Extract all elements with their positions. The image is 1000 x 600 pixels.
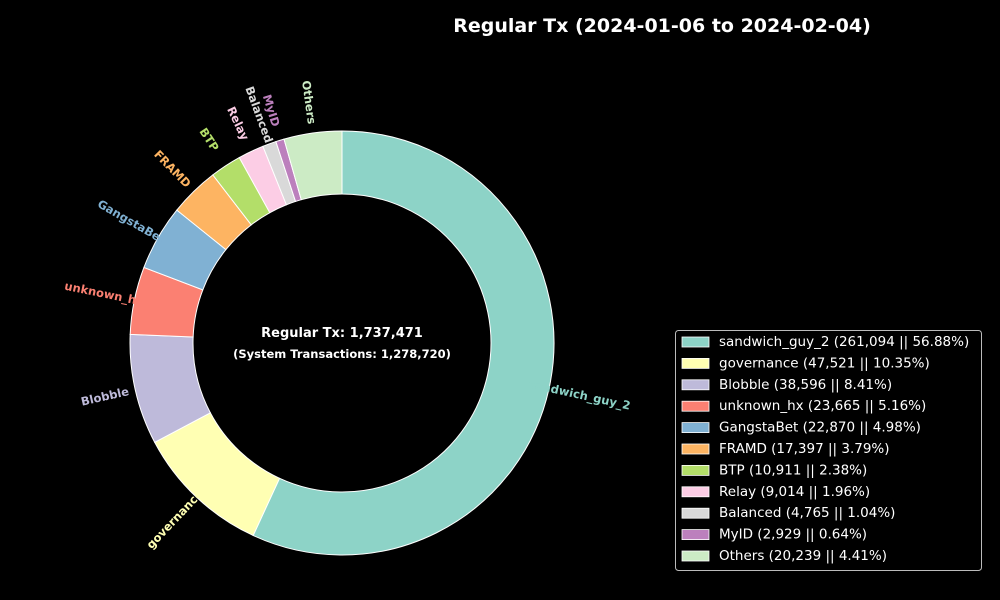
legend-label-others: Others (20,239 || 4.41%) xyxy=(719,548,887,564)
slice-label-others: Others xyxy=(299,80,319,125)
legend-swatch-sandwich-guy-2 xyxy=(681,336,710,348)
legend-label-framd: FRAMD (17,397 || 3.79%) xyxy=(719,441,890,457)
donut-slices xyxy=(129,130,555,556)
legend-swatch-blobble xyxy=(681,379,710,391)
legend-label-balanced: Balanced (4,765 || 1.04%) xyxy=(719,505,895,521)
center-system-label: (System Transactions: 1,278,720) xyxy=(233,347,451,361)
legend-label-sandwich-guy-2: sandwich_guy_2 (261,094 || 56.88%) xyxy=(719,334,969,350)
chart-title: Regular Tx (2024-01-06 to 2024-02-04) xyxy=(453,15,871,37)
legend-label-unknown-hx: unknown_hx (23,665 || 5.16%) xyxy=(719,398,926,414)
center-total-label: Regular Tx: 1,737,471 xyxy=(261,326,423,341)
legend-swatch-others xyxy=(681,550,710,562)
legend-label-gangstabet: GangstaBet (22,870 || 4.98%) xyxy=(719,420,921,436)
legend-label-governance: governance (47,521 || 10.35%) xyxy=(719,355,930,371)
legend-swatch-btp xyxy=(681,464,710,476)
legend-label-btp: BTP (10,911 || 2.38%) xyxy=(719,462,867,478)
legend-items: sandwich_guy_2 (261,094 || 56.88%) govern… xyxy=(681,334,969,564)
legend-label-blobble: Blobble (38,596 || 8.41%) xyxy=(719,377,892,393)
legend-swatch-governance xyxy=(681,357,710,369)
legend-swatch-framd xyxy=(681,443,710,455)
legend-swatch-balanced xyxy=(681,507,710,519)
legend-label-relay: Relay (9,014 || 1.96%) xyxy=(719,484,870,500)
donut-slice-others xyxy=(283,130,343,201)
legend-swatch-gangstabet xyxy=(681,422,710,434)
donut-slice-sandwich-guy-2 xyxy=(252,130,555,556)
legend-swatch-relay xyxy=(681,486,710,498)
legend-label-myid: MyID (2,929 || 0.64%) xyxy=(719,527,867,543)
legend-swatch-unknown-hx xyxy=(681,400,710,412)
legend-swatch-myid xyxy=(681,529,710,540)
chart-legend: sandwich_guy_2 (261,094 || 56.88%) govern… xyxy=(675,330,982,571)
legend-frame xyxy=(675,330,982,571)
